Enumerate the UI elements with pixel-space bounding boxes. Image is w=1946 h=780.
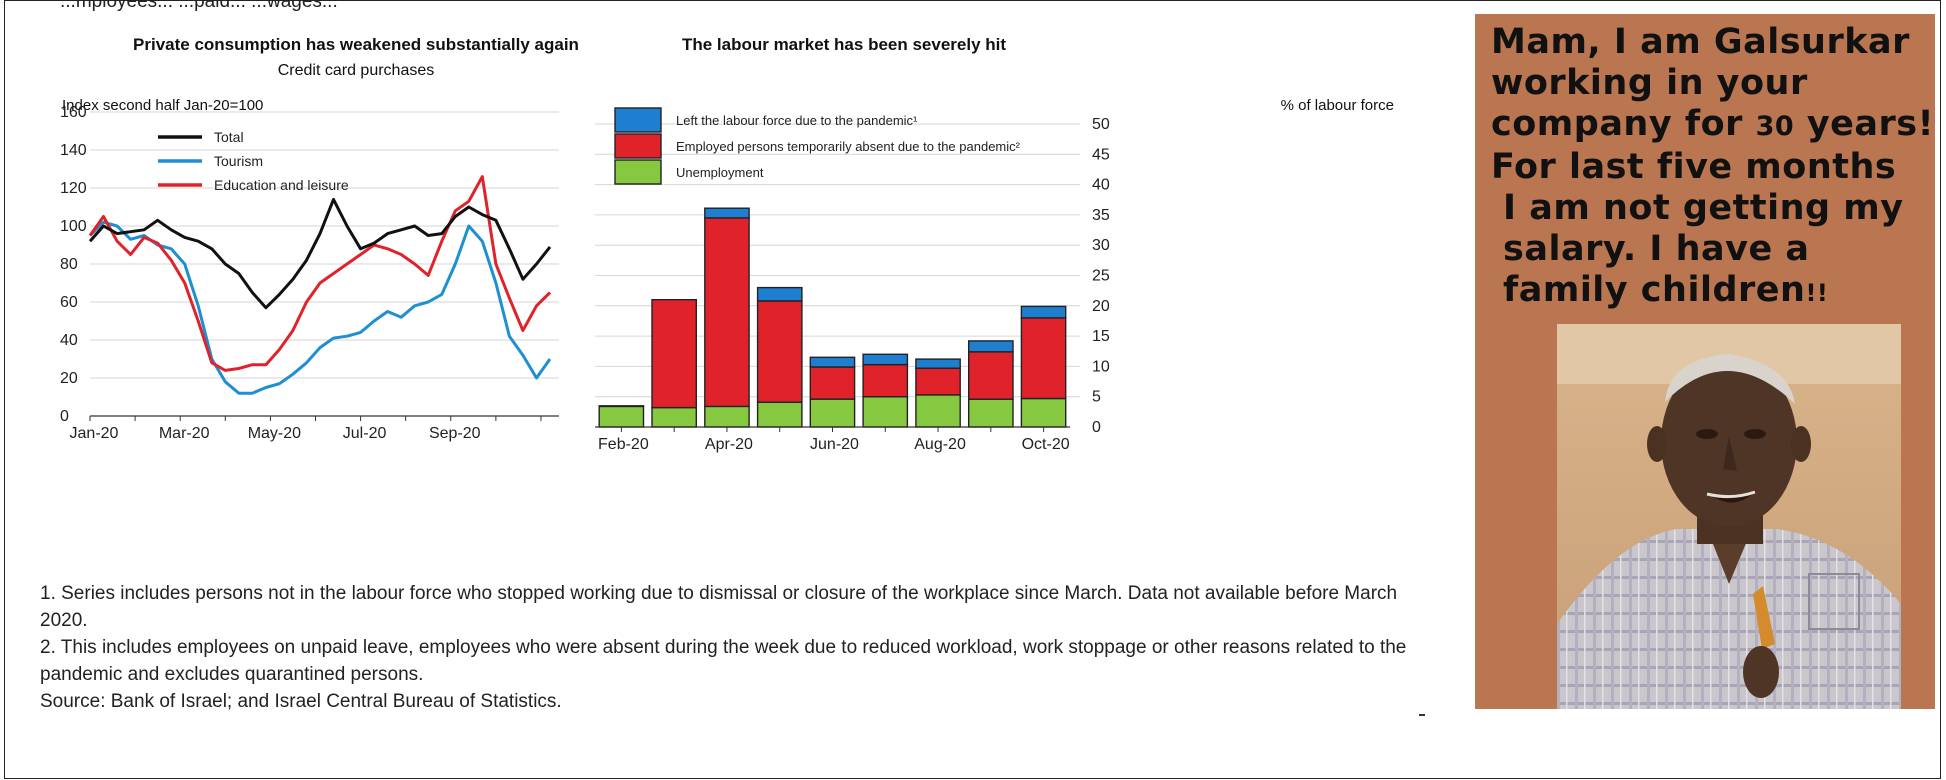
left-chart-title: Private consumption has weakened substan…: [133, 35, 579, 54]
right-ytick-label: 25: [1092, 268, 1110, 285]
bar-segment-mar-20-s0: [651, 406, 697, 428]
right-ytick-label: 35: [1092, 207, 1110, 224]
bar-segment-jun-20-s2: [809, 356, 856, 368]
bar-segment-feb-20-s1: [598, 405, 645, 408]
right-xtick-label: Aug-20: [914, 436, 966, 453]
left-ytick-label: 120: [60, 180, 87, 197]
bar-segment-aug-20-s1: [915, 367, 961, 396]
meme-line-3a: company for: [1491, 104, 1756, 144]
right-ytick-label: 45: [1092, 146, 1110, 163]
charts-panel: Private consumption has weakened substan…: [16, 20, 1426, 750]
left-xtick-label: Mar-20: [159, 425, 210, 442]
footnotes: 1. Series includes persons not in the la…: [40, 580, 1430, 715]
meme-panel: Mam, I am Galsurkar working in your comp…: [1475, 14, 1935, 709]
bar-segment-oct-20-s2: [1020, 305, 1067, 319]
right-ytick-label: 20: [1092, 298, 1110, 315]
bar-segment-may-20-s2: [756, 286, 803, 302]
bar-segment-jun-20-s0: [809, 398, 856, 428]
bar-segment-apr-20-s1: [704, 217, 750, 408]
bar-segment-apr-20-s2: [704, 207, 750, 219]
right-xtick-label: Oct-20: [1022, 436, 1070, 453]
bar-segment-aug-20-s2: [915, 358, 961, 369]
bar-segment-apr-20-s0: [704, 405, 750, 428]
right-legend-swatch: [614, 159, 662, 185]
right-ytick-label: 0: [1092, 419, 1101, 436]
left-series-line-education-and-leisure: [88, 175, 552, 372]
left-legend-label: Total: [214, 129, 244, 145]
man-photo: [1557, 324, 1901, 709]
meme-line-4: For last five months: [1491, 147, 1897, 187]
left-chart-ylabel: Index second half Jan-20=100: [62, 97, 263, 114]
right-xtick-label: Jun-20: [810, 436, 859, 453]
right-legend-label: Left the labour force due to the pandemi…: [676, 113, 918, 128]
meme-line-7b: !!: [1805, 279, 1829, 307]
right-ytick-label: 40: [1092, 177, 1110, 194]
right-ytick-label: 10: [1092, 358, 1110, 375]
left-chart-subtitle: Credit card purchases: [278, 62, 435, 79]
left-ytick-label: 0: [60, 408, 69, 425]
left-ytick-label: 140: [60, 142, 87, 159]
bar-segment-jun-20-s1: [809, 366, 856, 400]
source-note: Source: Bank of Israel; and Israel Centr…: [40, 691, 562, 712]
left-ytick-label: 160: [60, 104, 87, 121]
dash-mark: [1419, 714, 1425, 716]
left-xtick-label: Sep-20: [429, 425, 481, 442]
left-ytick-label: 100: [60, 218, 87, 235]
bar-segment-feb-20-s0: [598, 405, 645, 428]
right-ytick-label: 5: [1092, 389, 1101, 406]
meme-line-2: working in your: [1491, 63, 1808, 103]
footnote-1: 1. Series includes persons not in the la…: [40, 583, 1398, 631]
left-xtick-label: Jul-20: [343, 425, 387, 442]
charts-svg: Private consumption has weakened substan…: [60, 35, 1394, 453]
meme-text: Mam, I am Galsurkar working in your comp…: [1491, 22, 1935, 314]
cut-top-caption: ...mployees... ...paid... ...wages...: [60, 0, 338, 12]
right-legend-label: Unemployment: [676, 165, 764, 180]
left-series-line-total: [88, 197, 552, 310]
right-chart-ylabel: % of labour force: [1281, 97, 1394, 114]
bar-segment-oct-20-s1: [1020, 317, 1067, 400]
meme-line-3: company for 30 years!: [1491, 104, 1935, 147]
right-legend-label: Employed persons temporarily absent due …: [676, 139, 1021, 154]
bar-segment-jul-20-s0: [862, 396, 909, 428]
bar-segment-mar-20-s1: [651, 299, 697, 409]
left-ytick-label: 20: [60, 370, 78, 387]
left-series-line-tourism: [88, 220, 552, 395]
bar-segment-aug-20-s0: [915, 394, 961, 428]
right-xtick-label: Feb-20: [598, 436, 649, 453]
outer-frame: [4, 0, 1941, 779]
meme-line-5: I am not getting my: [1503, 188, 1904, 228]
right-legend-swatch: [614, 107, 662, 133]
right-legend-swatch: [614, 133, 662, 159]
bar-segment-sep-20-s2: [968, 340, 1014, 353]
bar-segment-jul-20-s1: [862, 363, 909, 398]
left-legend-label: Tourism: [214, 153, 263, 169]
right-ytick-label: 15: [1092, 328, 1110, 345]
right-ytick-label: 30: [1092, 237, 1110, 254]
right-chart-title: The labour market has been severely hit: [682, 35, 1006, 54]
left-xtick-label: Jan-20: [70, 425, 119, 442]
meme-line-1: Mam, I am Galsurkar: [1491, 22, 1910, 62]
right-ytick-label: 50: [1092, 116, 1110, 133]
meme-line-7a: family children: [1503, 270, 1806, 310]
bar-segment-may-20-s1: [756, 300, 803, 403]
meme-line-3b: 30: [1755, 111, 1795, 142]
meme-line-3c: years!: [1794, 104, 1935, 144]
bar-segment-oct-20-s0: [1020, 397, 1067, 428]
bar-segment-sep-20-s0: [968, 398, 1014, 428]
meme-line-6: salary. I have a: [1503, 229, 1810, 269]
right-xtick-label: Apr-20: [705, 436, 753, 453]
bar-segment-may-20-s0: [756, 401, 803, 428]
footnote-2: 2. This includes employees on unpaid lea…: [40, 637, 1407, 685]
left-legend-label: Education and leisure: [214, 177, 349, 193]
left-ytick-label: 80: [60, 256, 78, 273]
meme-line-7: family children!!: [1491, 270, 1931, 314]
bar-segment-sep-20-s1: [968, 351, 1014, 400]
left-ytick-label: 60: [60, 294, 78, 311]
left-xtick-label: May-20: [248, 425, 301, 442]
bar-segment-jul-20-s2: [862, 353, 909, 366]
left-ytick-label: 40: [60, 332, 78, 349]
